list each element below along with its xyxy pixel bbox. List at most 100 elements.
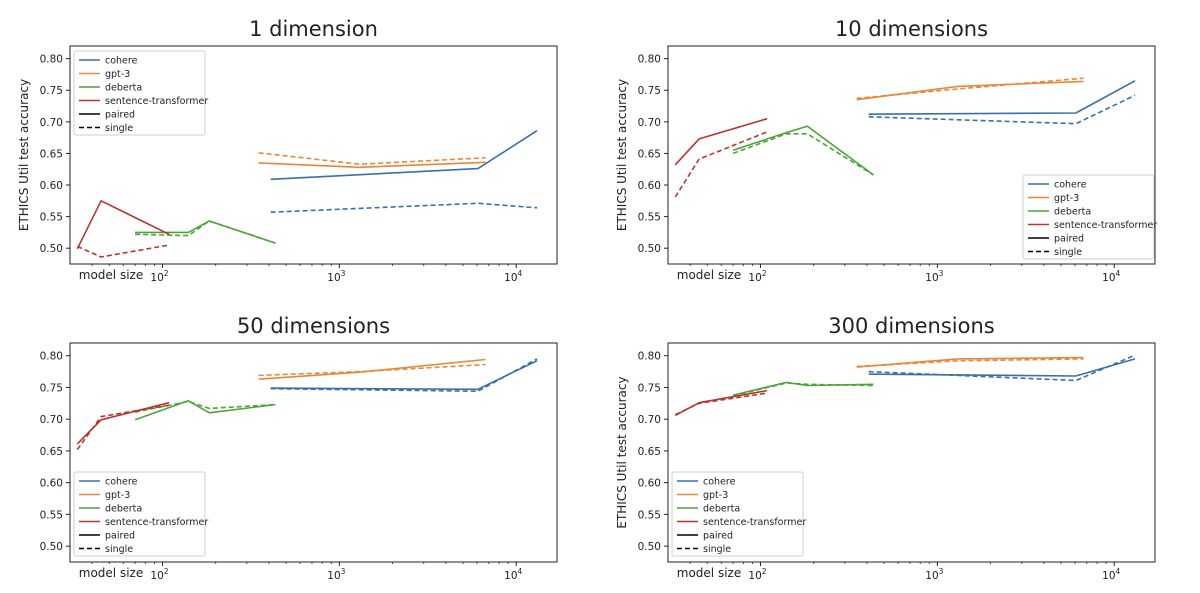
series-line-cohere-single [868,354,1136,382]
series-line-deberta-paired [134,399,276,421]
chart-panel-4: 300 dimensions 0.50 0.55 0.60 0.65 0.70 0.75 0.… [615,314,1156,582]
x-tick-label: 102 [150,269,168,284]
x-tick-exponent: 3 [341,567,346,576]
legend-label: gpt-3 [105,69,130,80]
series-line-cohere-paired [270,130,538,181]
legend-label: cohere [703,477,736,488]
x-tick-base: 10 [1102,570,1115,582]
chart-panel-3: 50 dimensions 0.50 0.55 0.60 0.65 0.70 0.75 0.8… [40,314,558,582]
series-line-sentence-transformer-paired [76,401,170,445]
x-tick-exponent: 4 [1116,567,1121,576]
series-line-deberta-single [135,220,276,244]
series-line-sentence-transformer-single [76,244,170,258]
x-tick-base: 10 [327,570,340,582]
series-line-gpt-3-paired [258,358,486,380]
y-tick-label: 0.65 [40,446,63,458]
legend: cohere gpt-3 deberta sentence-transformer pa… [73,50,208,136]
y-axis-label: ETHICS Util test accuracy [615,79,629,231]
plot-frame [667,45,1156,265]
series-line-cohere-paired [868,358,1136,377]
y-tick-label: 0.60 [40,180,63,192]
y-tick-label: 0.80 [638,54,661,66]
series-line-cohere-single [868,94,1136,125]
x-tick-exponent: 2 [164,269,169,278]
x-axis-label: model size [79,268,143,282]
y-tick-label: 0.75 [40,382,63,394]
series-line-gpt-3-single [856,358,1084,368]
y-tick-label: 0.55 [638,509,661,521]
legend-label: single [703,544,731,555]
x-tick-label: 103 [327,269,345,284]
legend: cohere gpt-3 deberta sentence-transformer pa… [671,471,806,557]
y-tick-label: 0.75 [638,382,661,394]
y-axis-label: ETHICS Util test accuracy [17,79,31,231]
y-tick-label: 0.70 [638,117,661,129]
x-tick-label: 104 [1102,269,1120,284]
chart-panel-1: 1 dimension 0.50 0.55 0.60 0.65 0.70 0.75 0.80 E… [17,17,558,284]
x-tick-label: 103 [925,567,943,582]
x-tick-label: 102 [150,567,168,582]
legend-box [73,50,206,136]
series-line-sentence-transformer-paired [674,117,768,166]
series-line-deberta-paired [732,125,874,176]
plot-frame [69,45,558,265]
legend-label: paired [703,531,733,542]
legend-label: deberta [1054,207,1091,218]
y-tick-label: 0.70 [40,414,63,426]
x-tick-exponent: 3 [939,269,944,278]
chart-title: 300 dimensions [828,314,994,338]
series-line-deberta-single [732,382,874,397]
series-line-deberta-single [134,400,276,413]
x-tick-exponent: 4 [518,567,523,576]
x-tick-label: 104 [504,567,522,582]
x-tick-exponent: 4 [1116,269,1121,278]
legend-label: single [105,544,133,555]
plot-frame [69,342,558,563]
x-tick-exponent: 2 [762,269,767,278]
series-line-cohere-single [270,358,538,393]
x-tick-exponent: 4 [518,269,523,278]
series-line-gpt-3-paired [856,80,1084,101]
legend: cohere gpt-3 deberta sentence-transformer pa… [73,471,208,557]
series-line-sentence-transformer-single [76,404,170,451]
y-tick-label: 0.60 [638,478,661,490]
y-tick-label: 0.50 [638,243,661,255]
y-tick-label: 0.60 [40,478,63,490]
x-tick-label: 104 [1102,567,1120,582]
x-tick-exponent: 2 [762,567,767,576]
y-axis-label: ETHICS Util test accuracy [615,376,629,528]
x-tick-label: 104 [504,269,522,284]
x-axis-label: model size [677,566,741,580]
legend-label: cohere [105,477,138,488]
y-tick-label: 0.65 [40,148,63,160]
legend-box [671,471,804,557]
legend-label: cohere [105,56,138,67]
legend-box [73,471,206,557]
x-tick-base: 10 [1102,272,1115,284]
series-line-gpt-3-single [856,77,1084,100]
y-tick-label: 0.55 [40,509,63,521]
x-tick-base: 10 [925,272,938,284]
y-tick-label: 0.75 [40,85,63,97]
x-tick-base: 10 [925,570,938,582]
series-line-cohere-single [270,202,538,213]
x-tick-base: 10 [327,272,340,284]
x-tick-exponent: 3 [341,269,346,278]
legend-box [1022,174,1155,260]
chart-title: 1 dimension [249,17,378,41]
legend-label: cohere [1054,180,1087,191]
y-tick-label: 0.80 [40,351,63,363]
chart-panel-2: 10 dimensions 0.50 0.55 0.60 0.65 0.70 0.75 0.8… [615,17,1157,284]
x-tick-label: 102 [748,567,766,582]
x-axis-label: model size [677,268,741,282]
legend-label: sentence-transformer [105,517,208,528]
y-tick-label: 0.70 [638,414,661,426]
y-tick-label: 0.60 [638,180,661,192]
y-tick-label: 0.55 [40,212,63,224]
y-tick-label: 0.80 [638,351,661,363]
x-tick-base: 10 [504,272,517,284]
legend-label: gpt-3 [105,490,130,501]
series-line-cohere-paired [868,80,1136,115]
